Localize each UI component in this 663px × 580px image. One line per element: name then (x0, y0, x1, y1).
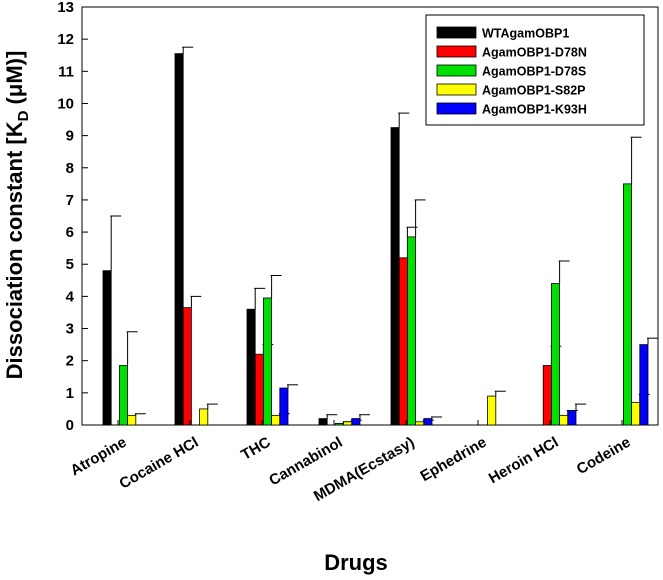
bar-agamobp1-s82p-3 (343, 421, 353, 426)
bar-agamobp1-d78s-2 (262, 297, 272, 426)
y-tick-label: 1 (66, 385, 74, 402)
bar-agamobp1-k93h-6 (567, 410, 577, 426)
bar-agamobp1-d78n-1 (182, 307, 192, 426)
x-tick-label: Heroin HCl (486, 434, 562, 487)
bar-agamobp1-d78n-6 (542, 365, 552, 426)
x-tick-label: Atropine (68, 434, 130, 480)
bar-agamobp1-s82p-1 (199, 408, 209, 426)
legend-swatch (436, 83, 477, 96)
bar-wtagamobp1-3 (318, 418, 328, 426)
x-tick-label: Ephedrine (417, 434, 489, 485)
legend-swatch (436, 102, 477, 115)
y-tick-label: 10 (57, 95, 74, 112)
bar-agamobp1-d78s-4 (406, 236, 416, 426)
y-tick-label: 4 (66, 288, 75, 305)
y-tick-label: 3 (66, 321, 74, 338)
bar-agamobp1-d78s-3 (334, 422, 344, 426)
bar-agamobp1-k93h-2 (279, 387, 289, 426)
y-tick-label: 8 (66, 160, 74, 177)
x-axis-title: Drugs (324, 550, 388, 575)
plot-frame (81, 6, 659, 426)
bar-agamobp1-s82p-6 (559, 414, 569, 426)
bar-agamobp1-k93h-3 (351, 418, 361, 426)
legend-label: AgamOBP1-S82P (482, 84, 586, 98)
bar-agamobp1-d78s-7 (623, 183, 633, 426)
bar-agamobp1-k93h-4 (423, 418, 433, 426)
bar-agamobp1-d78s-0 (119, 365, 129, 426)
bar-agamobp1-s82p-5 (487, 395, 497, 426)
legend-swatch (436, 64, 477, 77)
bar-agamobp1-d78n-4 (398, 257, 408, 426)
bar-agamobp1-s82p-7 (631, 402, 641, 426)
legend-label: AgamOBP1-D78N (482, 46, 587, 60)
y-axis-title: Dissociation constant [KD (μM)] (2, 51, 32, 380)
x-tick-label: THC (238, 434, 273, 464)
legend-swatch (436, 26, 477, 39)
y-tick-label: 0 (66, 417, 74, 434)
legend-label: AgamOBP1-D78S (482, 65, 586, 79)
bar-wtagamobp1-4 (390, 127, 400, 426)
bar-wtagamobp1-2 (246, 308, 256, 426)
y-tick-label: 11 (58, 63, 74, 80)
bar-agamobp1-s82p-0 (127, 414, 137, 426)
legend-label: WTAgamOBP1 (482, 27, 569, 41)
bar-agamobp1-s82p-2 (271, 414, 281, 426)
bar-agamobp1-s82p-4 (415, 421, 425, 426)
bar-agamobp1-d78n-2 (254, 353, 264, 426)
bar-wtagamobp1-0 (102, 270, 112, 426)
y-tick-label: 5 (66, 256, 74, 273)
legend-label: AgamOBP1-K93H (482, 103, 587, 117)
bar-agamobp1-d78s-6 (551, 283, 561, 426)
bar-agamobp1-k93h-7 (639, 344, 649, 426)
y-tick-label: 12 (57, 31, 74, 48)
legend-swatch (436, 45, 477, 58)
y-tick-label: 7 (66, 192, 74, 209)
y-tick-label: 2 (66, 353, 74, 370)
y-tick-label: 6 (66, 224, 74, 241)
y-tick-label: 9 (66, 128, 74, 145)
y-tick-label: 13 (57, 0, 74, 16)
x-tick-label: Codeine (574, 434, 634, 478)
x-tick-label: Cocaine HCl (116, 434, 201, 493)
bar-wtagamobp1-1 (174, 53, 184, 426)
